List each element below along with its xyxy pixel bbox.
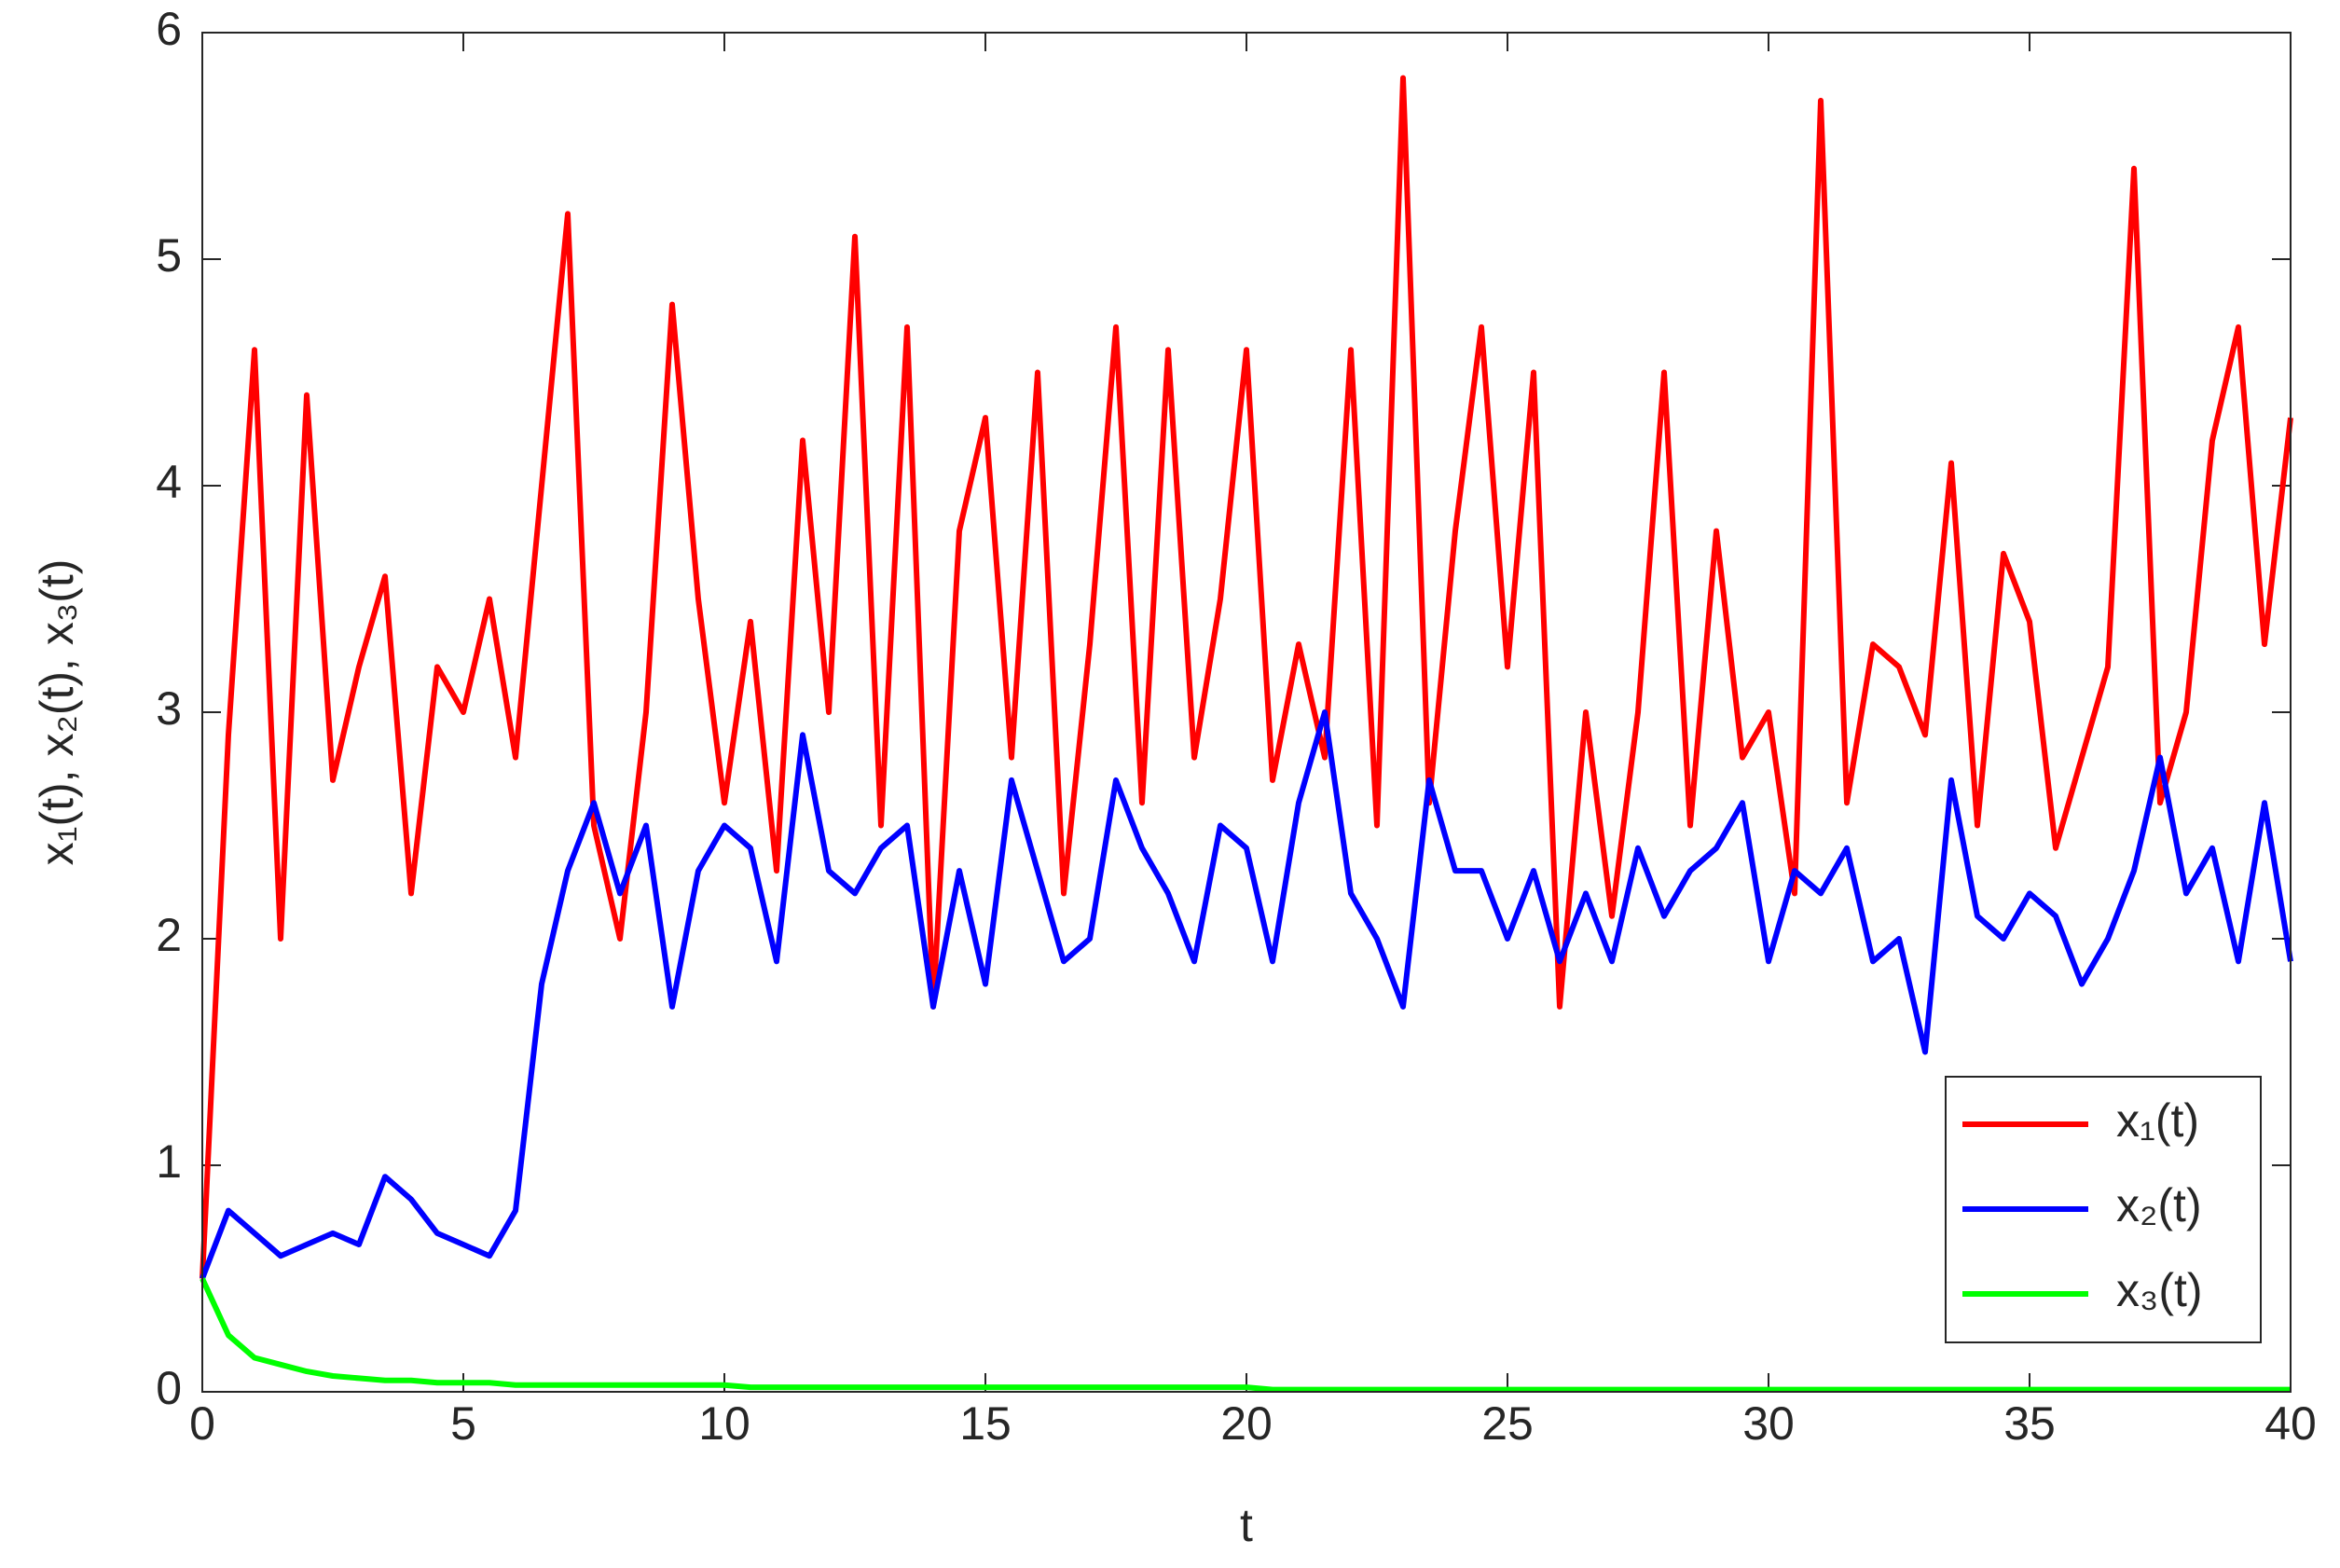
y-tick-label: 0 <box>156 1362 182 1414</box>
y-axis-label: x₁(t), x₂(t), x₃(t) <box>31 559 83 866</box>
y-tick-label: 3 <box>156 682 182 735</box>
x-tick-label: 15 <box>959 1397 1012 1450</box>
x-tick-label: 30 <box>1742 1397 1795 1450</box>
series-line <box>200 709 2293 1280</box>
y-tick-label: 2 <box>156 909 182 961</box>
legend-label: x₁(t) <box>2116 1094 2199 1147</box>
legend-label: x₂(t) <box>2116 1179 2202 1231</box>
x-tick-label: 20 <box>1220 1397 1273 1450</box>
y-tick-label: 1 <box>156 1135 182 1188</box>
plot-frame <box>201 32 2292 1393</box>
x-tick-label: 10 <box>698 1397 750 1450</box>
x-tick-label: 35 <box>2003 1397 2056 1450</box>
x-tick-label: 25 <box>1481 1397 1534 1450</box>
series-line <box>200 1277 2291 1393</box>
y-tick-label: 6 <box>156 3 182 55</box>
x-axis-label: t <box>1240 1499 1253 1551</box>
x-tick-label: 40 <box>2264 1397 2317 1450</box>
x-tick-label: 0 <box>189 1397 215 1450</box>
series-line <box>200 75 2293 1279</box>
y-tick-label: 5 <box>156 229 182 282</box>
y-tick-label: 4 <box>156 456 182 508</box>
legend-label: x₃(t) <box>2116 1264 2203 1316</box>
x-tick-label: 5 <box>450 1397 476 1450</box>
